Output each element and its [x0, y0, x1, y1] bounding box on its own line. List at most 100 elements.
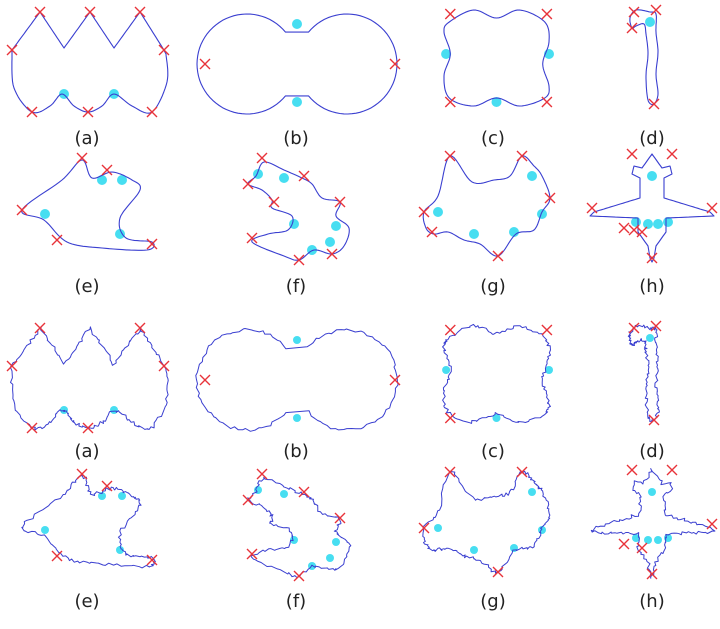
panel-2-e: (e) [16, 152, 158, 297]
corner-marker [293, 570, 305, 582]
shape-contour [422, 470, 551, 574]
corner-marker [298, 170, 310, 182]
highlight-point [643, 219, 653, 229]
panel-label: (e) [74, 276, 99, 297]
corner-marker [444, 8, 456, 20]
panel-label: (d) [639, 441, 664, 462]
highlight-point [469, 229, 479, 239]
shape-contour [590, 468, 716, 579]
corner-marker [516, 466, 528, 478]
corner-marker [242, 178, 254, 190]
corner-marker [646, 568, 658, 580]
corner-marker [51, 550, 63, 562]
panel-label: (f) [286, 276, 306, 297]
corner-marker [51, 234, 63, 246]
highlight-point [631, 217, 641, 227]
panel-label: (g) [480, 591, 505, 612]
highlight-point [648, 488, 656, 496]
corner-marker [628, 224, 640, 236]
highlight-point [115, 229, 125, 239]
panel-label: (c) [481, 441, 505, 462]
panel-1-d: (d) [626, 4, 665, 149]
shape-contour [422, 155, 551, 257]
corner-marker [101, 164, 113, 176]
panel-label: (c) [481, 128, 505, 149]
corner-marker [146, 238, 158, 250]
corner-marker [334, 512, 346, 524]
panel-3-b: (b) [195, 328, 401, 462]
corner-marker [34, 322, 46, 334]
corner-marker [444, 412, 456, 424]
corner-marker [298, 486, 310, 498]
shape-contour [9, 326, 169, 431]
corner-marker [246, 232, 258, 244]
corner-marker [444, 324, 456, 336]
panel-4-h: (h) [590, 464, 718, 612]
corner-marker [134, 322, 146, 334]
highlight-point [325, 237, 335, 247]
corner-marker [541, 8, 553, 20]
corner-marker [199, 58, 211, 70]
corner-marker [444, 466, 456, 478]
panel-label: (h) [639, 276, 664, 297]
highlight-point [332, 538, 340, 546]
shape-contour [627, 324, 660, 422]
highlight-point [442, 366, 451, 374]
corner-marker [541, 324, 553, 336]
shape-contour [21, 159, 155, 251]
corner-marker [293, 254, 305, 266]
corner-marker [34, 6, 46, 18]
panel-2-f: (f) [242, 152, 350, 297]
highlight-point [40, 209, 50, 219]
corner-marker [666, 464, 678, 476]
shape-contour [442, 323, 551, 424]
highlight-point [279, 173, 289, 183]
panel-label: (g) [480, 276, 505, 297]
highlight-point [118, 492, 126, 500]
corner-marker [544, 192, 556, 204]
highlight-point [110, 406, 118, 414]
corner-marker [256, 152, 268, 164]
highlight-point [663, 217, 673, 227]
corner-marker [26, 106, 38, 118]
panel-3-c: (c) [442, 323, 553, 462]
corner-marker [636, 542, 648, 554]
highlight-point [441, 49, 452, 59]
highlight-point [98, 492, 106, 500]
corner-marker [158, 360, 170, 372]
panel-label: (d) [639, 128, 664, 149]
corner-marker [146, 554, 158, 566]
panel-1-c: (c) [441, 8, 554, 149]
corner-marker [444, 96, 456, 108]
corner-marker [650, 4, 662, 16]
corner-marker [76, 468, 88, 480]
highlight-point [331, 221, 341, 231]
panel-label: (e) [74, 591, 99, 612]
shape-contour [195, 328, 399, 432]
corner-marker [76, 152, 88, 164]
highlight-point [492, 414, 501, 422]
corner-marker [418, 522, 430, 534]
shape-contour [247, 161, 350, 261]
highlight-point [280, 490, 288, 498]
corner-marker [626, 464, 638, 476]
highlight-point [537, 209, 547, 219]
panel-label: (b) [283, 441, 308, 462]
corner-marker [586, 202, 598, 214]
corner-marker [246, 548, 258, 560]
highlight-point [644, 536, 652, 544]
corner-marker [618, 538, 630, 550]
corner-marker [82, 106, 94, 118]
corner-marker [626, 22, 638, 34]
corner-marker [389, 374, 401, 386]
corner-marker [648, 98, 660, 110]
corner-marker [326, 248, 338, 260]
panel-3-d: (d) [627, 320, 665, 462]
panel-label: (a) [74, 441, 99, 462]
highlight-point [433, 207, 443, 217]
panel-4-g: (g) [418, 466, 551, 612]
highlight-point [491, 97, 502, 107]
highlight-point [647, 171, 657, 181]
highlight-point [434, 524, 442, 532]
